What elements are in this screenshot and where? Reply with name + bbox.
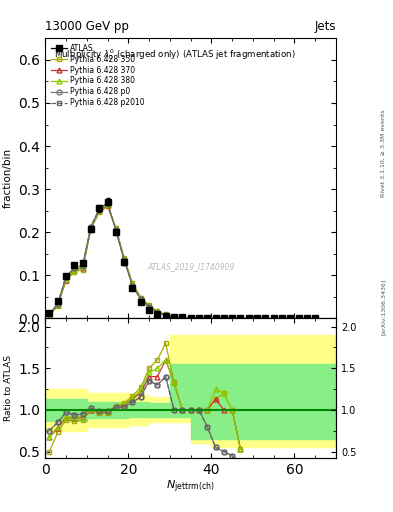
- Y-axis label: Ratio to ATLAS: Ratio to ATLAS: [4, 355, 13, 421]
- Text: Rivet 3.1.10, ≥ 3.3M events: Rivet 3.1.10, ≥ 3.3M events: [381, 110, 386, 198]
- Text: ATLAS_2019_I1740909: ATLAS_2019_I1740909: [147, 262, 234, 271]
- Y-axis label: fraction/bin: fraction/bin: [3, 148, 13, 208]
- Text: Jets: Jets: [314, 20, 336, 33]
- Text: Multiplicity $\lambda_0^0$ (charged only) (ATLAS jet fragmentation): Multiplicity $\lambda_0^0$ (charged only…: [54, 47, 296, 62]
- Legend: ATLAS, Pythia 6.428 350, Pythia 6.428 370, Pythia 6.428 380, Pythia 6.428 p0, Py: ATLAS, Pythia 6.428 350, Pythia 6.428 37…: [48, 40, 148, 111]
- Text: [arXiv:1306.3436]: [arXiv:1306.3436]: [381, 279, 386, 335]
- Text: 13000 GeV pp: 13000 GeV pp: [45, 20, 129, 33]
- X-axis label: $N_{\mathrm{jettrm(ch)}}$: $N_{\mathrm{jettrm(ch)}}$: [166, 479, 215, 495]
